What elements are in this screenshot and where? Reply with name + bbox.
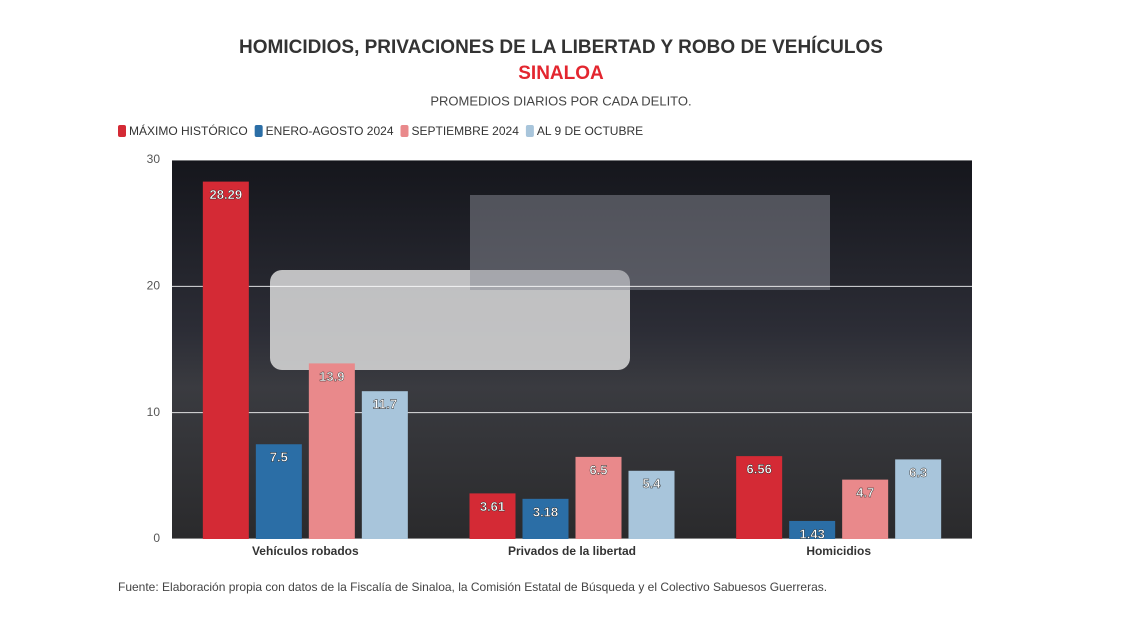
source-note: Fuente: Elaboración propia con datos de … [118, 580, 827, 594]
bar [789, 520, 836, 539]
y-tick-label: 20 [147, 279, 161, 293]
x-tick-label: Vehículos robados [252, 544, 359, 558]
legend-label: SEPTIEMBRE 2024 [412, 124, 520, 138]
legend-label: ENERO-AGOSTO 2024 [266, 124, 394, 138]
bar [522, 498, 569, 539]
legend-label: AL 9 DE OCTUBRE [537, 124, 643, 138]
value-label: 3.18 [533, 504, 558, 519]
bar [736, 456, 783, 539]
value-label: 13.9 [319, 369, 344, 384]
value-label: 6.56 [747, 462, 772, 477]
value-label: 28.29 [210, 187, 243, 202]
bar [469, 493, 516, 539]
legend-label: MÁXIMO HISTÓRICO [129, 123, 248, 138]
value-label: 4.7 [856, 485, 874, 500]
value-label: 11.7 [373, 397, 398, 412]
photo-building [470, 195, 830, 290]
legend-swatch [525, 125, 534, 137]
bar [308, 363, 355, 539]
legend-swatch [254, 125, 263, 137]
y-tick-label: 0 [153, 531, 160, 545]
bar [255, 444, 302, 539]
bar [202, 181, 249, 539]
photo-van [270, 270, 630, 370]
value-label: 5.4 [642, 476, 661, 491]
value-label: 6.3 [909, 465, 927, 480]
bar [842, 479, 889, 539]
bar [628, 470, 675, 539]
y-tick-label: 10 [147, 405, 161, 419]
value-label: 6.5 [589, 462, 607, 477]
value-label: 7.5 [270, 450, 288, 465]
legend-swatch [400, 125, 409, 137]
legend-swatch [118, 125, 126, 137]
chart-title: HOMICIDIOS, PRIVACIONES DE LA LIBERTAD Y… [239, 36, 883, 58]
x-tick-label: Privados de la libertad [508, 544, 636, 558]
value-label: 1.43 [800, 526, 825, 541]
bar [361, 391, 408, 539]
bar [895, 459, 942, 539]
chart-subtitle: SINALOA [518, 63, 604, 84]
chart-description: PROMEDIOS DIARIOS POR CADA DELITO. [430, 93, 691, 108]
x-tick-label: Homicidios [806, 544, 871, 558]
bar [575, 456, 622, 539]
y-tick-label: 30 [147, 152, 161, 166]
value-label: 3.61 [480, 499, 505, 514]
